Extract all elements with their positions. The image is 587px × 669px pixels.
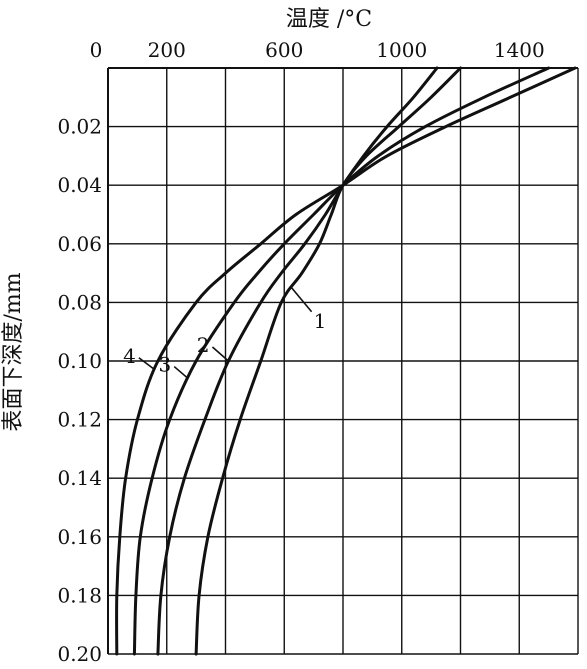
curve-label-leader (211, 346, 229, 362)
grid (107, 67, 579, 655)
curve-1 (194, 66, 462, 656)
curve-label-leader (290, 287, 313, 313)
curve-label: 1 (314, 309, 327, 333)
y-tick-label: 0.08 (57, 290, 102, 314)
y-tick-label: 0.14 (57, 466, 102, 490)
x-axis-title: 温度 /°C (286, 7, 372, 32)
curve-label-leader (173, 365, 189, 380)
y-tick-label: 0.20 (57, 642, 102, 666)
y-tick-label: 0.10 (57, 349, 102, 373)
y-tick-label: 0.02 (57, 115, 102, 139)
curves (115, 66, 577, 656)
curve-3 (132, 66, 551, 656)
curve-2 (156, 66, 439, 656)
y-axis-title: 表面下深度/mm (1, 272, 26, 431)
curve-label: 3 (158, 353, 171, 377)
curve-label: 2 (197, 333, 210, 357)
y-tick-label: 0.16 (57, 525, 102, 549)
x-tick-label: 1000 (376, 38, 427, 62)
curve-4 (115, 66, 577, 656)
x-tick-labels: 0 200 600 1000 1400 (90, 38, 545, 62)
x-tick-label: 200 (148, 38, 186, 62)
curve-label: 4 (123, 344, 136, 368)
curve-labels: 1 2 34 (123, 287, 327, 380)
x-tick-label: 1400 (494, 38, 545, 62)
y-tick-label: 0.06 (57, 232, 102, 256)
curve-label-leader (138, 357, 156, 371)
x-tick-label: 600 (265, 38, 303, 62)
x-tick-label: 0 (90, 38, 103, 62)
y-tick-label: 0.18 (57, 583, 102, 607)
y-tick-label: 0.04 (57, 173, 102, 197)
y-tick-labels: 0.02 0.04 0.06 0.08 0.10 0.12 0.14 0.16 0.18 0.20 (57, 115, 102, 666)
y-tick-label: 0.12 (57, 408, 102, 432)
